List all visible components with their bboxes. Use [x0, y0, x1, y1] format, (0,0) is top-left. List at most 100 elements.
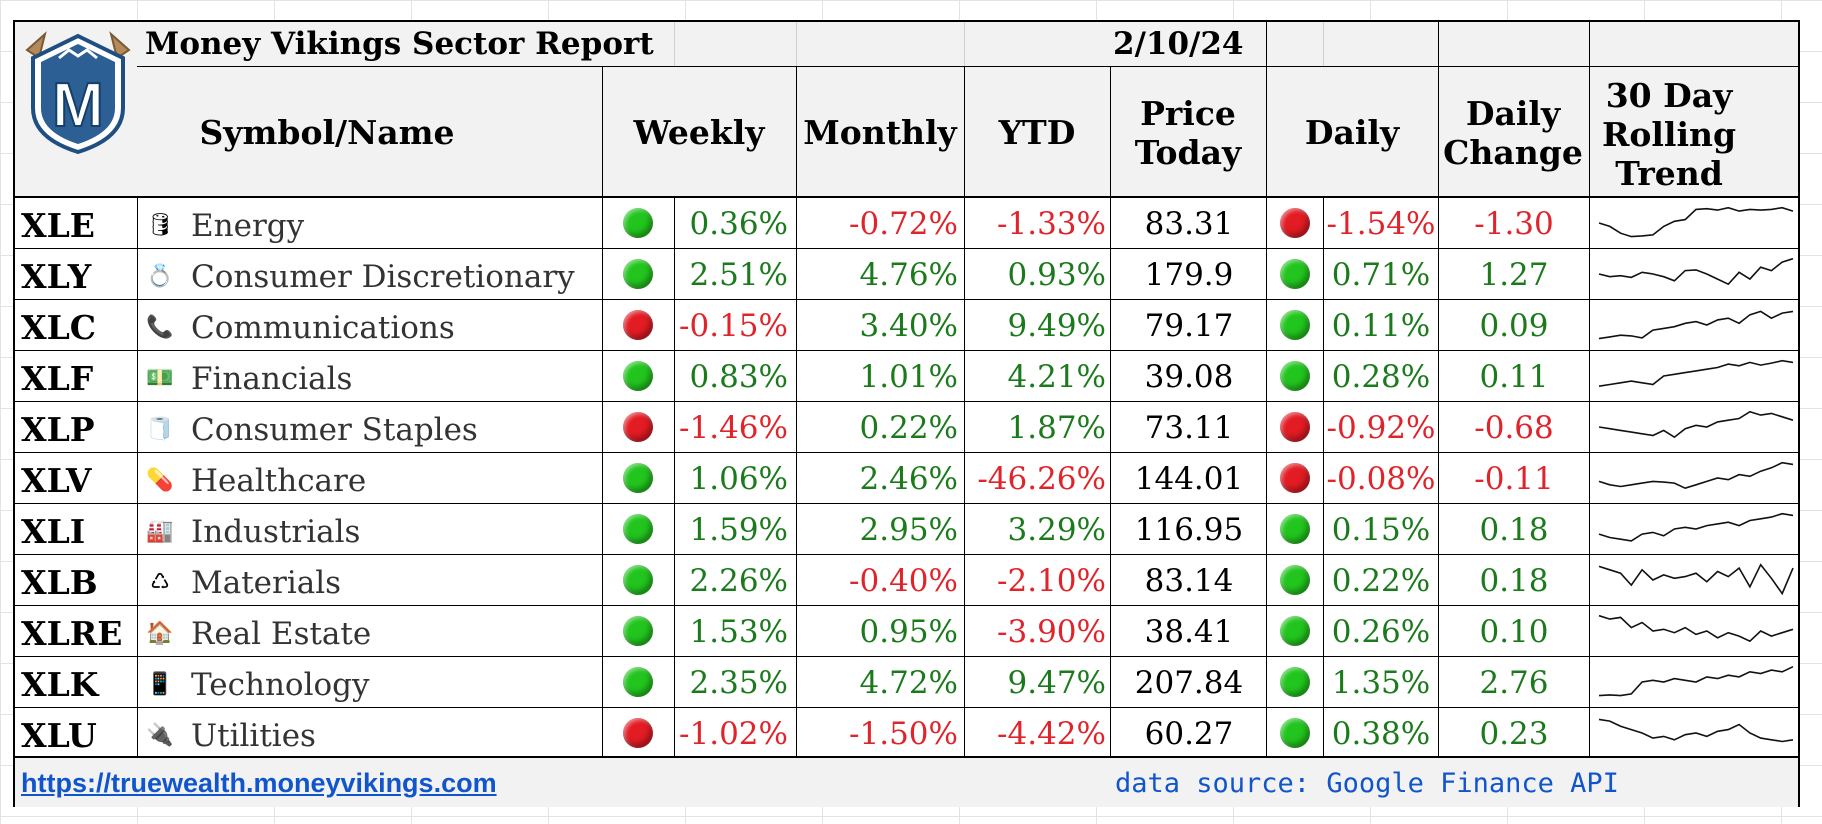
row-symbol: XLP: [21, 410, 95, 449]
row-sector-name: Technology: [191, 667, 370, 703]
daily-value: 0.11%: [1331, 308, 1431, 344]
row-sector-name: Consumer Staples: [191, 412, 478, 448]
weekly-value: 0.36%: [689, 206, 788, 242]
weekly-value: 2.51%: [689, 257, 788, 293]
weekly-status-dot: [623, 208, 653, 238]
pill-icon: 💊: [146, 467, 174, 493]
row-divider: [15, 350, 1798, 351]
row-symbol: XLK: [21, 665, 99, 704]
col-divider-weekly: [796, 66, 797, 756]
price-today-value: 116.95: [1134, 512, 1244, 548]
trend-sparkline: [1598, 257, 1794, 286]
footer-website-link[interactable]: https://truewealth.moneyvikings.com: [21, 768, 497, 798]
col-divider-name: [602, 66, 603, 756]
daily-value: 0.38%: [1331, 716, 1431, 752]
trend-sparkline: [1598, 359, 1794, 387]
daily-value: 0.71%: [1331, 257, 1431, 293]
price-today-value: 79.17: [1144, 308, 1234, 344]
monthly-value: 0.95%: [859, 614, 958, 650]
monthly-value: 0.22%: [859, 410, 958, 446]
col-divider-symbol: [137, 196, 138, 756]
weekly-value: 2.26%: [689, 563, 788, 599]
row-symbol: XLB: [21, 563, 98, 602]
row-divider: [15, 605, 1798, 606]
row-divider: [15, 656, 1798, 657]
daily-value: -0.08%: [1326, 461, 1436, 497]
table-row: XLY 💍 Consumer Discretionary 2.51% 4.76% 0.93…: [15, 249, 1798, 300]
weekly-status-dot: [623, 514, 653, 544]
weekly-value: 1.59%: [689, 512, 788, 548]
ytd-value: 4.21%: [1007, 359, 1106, 395]
price-today-value: 83.31: [1144, 206, 1234, 242]
daily-value: 0.26%: [1331, 614, 1431, 650]
weekly-status-dot: [623, 463, 653, 493]
trend-sparkline: [1598, 512, 1794, 542]
trend-sparkline: [1598, 614, 1794, 643]
daily-status-dot: [1280, 310, 1310, 340]
daily-value: 0.28%: [1331, 359, 1431, 395]
telephone-icon: 📞: [146, 314, 174, 340]
row-sector-name: Energy: [191, 208, 305, 244]
header-bottom-border: [15, 196, 1798, 198]
trend-sparkline: [1598, 718, 1794, 743]
table-row: XLE 🛢 Energy 0.36% -0.72% -1.33% 83.31 -1.54% -1…: [15, 198, 1798, 249]
daily-status-dot: [1280, 361, 1310, 391]
col-divider-weekly-dot: [674, 196, 675, 756]
monthly-value: -0.40%: [849, 563, 958, 599]
table-row: XLU 🔌 Utilities -1.02% -1.50% -4.42% 60.27 0.38…: [15, 708, 1798, 759]
col-divider-monthly: [964, 66, 965, 756]
weekly-status-dot: [623, 310, 653, 340]
daily-value: 0.15%: [1331, 512, 1431, 548]
row-sector-name: Industrials: [191, 514, 361, 550]
header-symbol-name: Symbol/Name: [199, 112, 455, 152]
monthly-value: 3.40%: [859, 308, 958, 344]
monthly-value: 2.46%: [859, 461, 958, 497]
weekly-status-dot: [623, 667, 653, 697]
weekly-status-dot: [623, 616, 653, 646]
row-symbol: XLI: [21, 512, 86, 551]
daily-change-value: 2.76: [1479, 665, 1549, 701]
money-icon: 💵: [146, 365, 174, 391]
monthly-value: 4.72%: [859, 665, 958, 701]
title-grid-line: [796, 22, 797, 66]
oil-drum-icon: 🛢: [146, 212, 174, 238]
daily-change-value: 0.18: [1479, 563, 1549, 599]
weekly-value: -1.02%: [679, 716, 788, 752]
weekly-value: -0.15%: [679, 308, 788, 344]
table-bottom-border: [15, 756, 1798, 758]
price-today-value: 179.9: [1144, 257, 1234, 293]
table-row: XLC 📞 Communications -0.15% 3.40% 9.49% 79.17 0…: [15, 300, 1798, 351]
row-symbol: XLV: [21, 461, 92, 500]
price-today-value: 144.01: [1134, 461, 1244, 497]
ytd-value: -4.42%: [997, 716, 1106, 752]
factory-icon: 🏭: [146, 518, 174, 544]
daily-status-dot: [1280, 565, 1310, 595]
header-ytd: YTD: [998, 112, 1076, 152]
col-divider-ytd: [1110, 66, 1111, 756]
weekly-value: 1.06%: [689, 461, 788, 497]
daily-change-value: 1.27: [1479, 257, 1549, 293]
trend-sparkline: [1598, 563, 1794, 596]
daily-value: -0.92%: [1326, 410, 1436, 446]
price-today-value: 38.41: [1144, 614, 1234, 650]
title-row-divider: [137, 66, 1798, 67]
weekly-value: -1.46%: [679, 410, 788, 446]
table-row: XLP 🧻 Consumer Staples -1.46% 0.22% 1.87% 73.1…: [15, 402, 1798, 453]
ytd-value: -3.90%: [997, 614, 1106, 650]
col-divider-change: [1589, 22, 1590, 756]
row-divider: [15, 401, 1798, 402]
row-divider: [15, 503, 1798, 504]
weekly-value: 1.53%: [689, 614, 788, 650]
daily-change-value: 0.09: [1479, 308, 1549, 344]
weekly-status-dot: [623, 718, 653, 748]
row-sector-name: Utilities: [191, 718, 316, 754]
trend-sparkline: [1598, 461, 1794, 490]
footer-area: [15, 758, 1798, 807]
row-divider: [15, 452, 1798, 453]
price-today-value: 73.11: [1144, 410, 1234, 446]
header-30-day-trend: 30 Day Rolling Trend: [1601, 75, 1737, 193]
daily-value: -1.54%: [1326, 206, 1436, 242]
price-today-value: 207.84: [1134, 665, 1244, 701]
weekly-value: 2.35%: [689, 665, 788, 701]
table-row: XLK 📱 Technology 2.35% 4.72% 9.47% 207.84 1.35%…: [15, 657, 1798, 708]
